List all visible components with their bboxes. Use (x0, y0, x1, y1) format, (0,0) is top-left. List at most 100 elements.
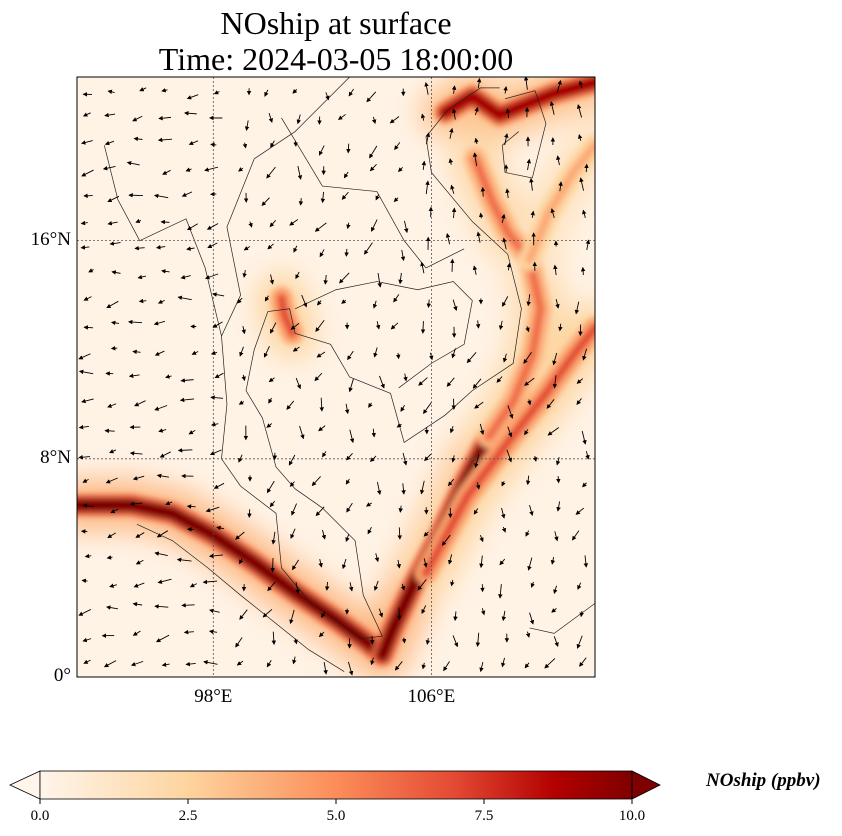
wind-arrow (204, 273, 219, 280)
wind-arrow (449, 127, 454, 139)
wind-arrow (109, 449, 117, 454)
wind-arrow (186, 246, 195, 251)
wind-arrow (290, 528, 296, 539)
wind-arrow (371, 428, 376, 438)
wind-arrow (475, 632, 481, 647)
wind-arrow (579, 611, 584, 618)
wind-arrow (157, 578, 172, 584)
wind-arrow (525, 326, 530, 333)
wind-arrow (204, 166, 219, 172)
wind-arrow (203, 660, 218, 665)
wind-arrow (264, 295, 270, 302)
wind-arrow (111, 270, 121, 275)
wind-arrow (337, 114, 346, 121)
wind-arrow (262, 608, 273, 618)
wind-arrow (577, 134, 583, 141)
map-title-line1: NOship at surface (220, 5, 452, 41)
wind-arrow (403, 373, 408, 382)
wind-arrow (319, 249, 325, 258)
wind-arrow (183, 110, 197, 116)
lon-tick-label: 98°E (194, 686, 233, 707)
wind-arrow (582, 209, 587, 219)
wind-arrow (295, 377, 302, 390)
wind-arrow (165, 374, 172, 379)
wind-arrow (345, 534, 350, 543)
wind-arrow (209, 449, 222, 456)
wind-arrow (157, 137, 173, 143)
wind-arrow (397, 167, 403, 173)
wind-arrow (377, 273, 382, 288)
coastline (281, 117, 465, 269)
wind-arrow (291, 503, 297, 516)
lon-tick-label: 106°E (407, 686, 456, 707)
wind-arrow (78, 353, 91, 360)
wind-arrow (397, 607, 402, 621)
wind-arrow (292, 346, 300, 352)
wind-arrow (154, 350, 165, 356)
wind-arrow (188, 429, 196, 435)
lat-tick-label: 8°N (40, 446, 71, 468)
wind-arrow (576, 378, 584, 384)
wind-arrow (107, 220, 118, 226)
wind-arrow (210, 350, 218, 355)
wind-arrow (400, 405, 405, 412)
wind-arrow (158, 428, 167, 433)
ship-track (77, 498, 390, 663)
wind-arrow (502, 237, 507, 250)
wind-arrow (109, 241, 121, 246)
wind-arrow (295, 582, 300, 595)
wind-arrow (450, 184, 455, 194)
wind-arrow (158, 115, 171, 121)
wind-arrow (376, 481, 382, 496)
wind-arrow (501, 480, 506, 487)
wind-arrow (161, 88, 168, 93)
wind-arrow (179, 397, 195, 403)
wind-arrow (292, 559, 299, 571)
lat-tick-label: 0° (53, 665, 71, 686)
wind-arrow (129, 451, 143, 456)
wind-arrow (235, 531, 245, 540)
wind-arrow (341, 299, 347, 304)
wind-arrow (314, 372, 323, 382)
wind-arrow (154, 405, 168, 411)
wind-arrow (530, 210, 535, 218)
wind-arrow (134, 245, 145, 251)
wind-arrow (532, 455, 538, 462)
wind-arrow (177, 448, 193, 453)
wind-arrow (451, 85, 457, 94)
wind-arrow (347, 661, 354, 676)
wind-arrow (161, 662, 170, 667)
wind-arrow (81, 140, 93, 145)
wind-arrow (292, 656, 297, 665)
wind-arrow (549, 101, 555, 115)
wind-arrow (269, 220, 277, 228)
wind-arrow (78, 424, 89, 430)
wind-arrow (426, 299, 432, 309)
wind-arrow (297, 165, 303, 180)
wind-arrow (81, 169, 94, 177)
colorbar-extend-max (631, 770, 661, 800)
wind-arrow (104, 140, 115, 146)
wind-arrow (241, 326, 246, 335)
wind-arrow (266, 423, 273, 428)
wind-arrow (109, 583, 117, 588)
wind-arrow (576, 104, 583, 118)
wind-arrow (558, 181, 563, 192)
colorbar-tick-label: 2.5 (178, 808, 198, 824)
wind-arrow (584, 163, 589, 173)
wind-arrow (267, 581, 276, 592)
wind-arrow (176, 557, 192, 563)
wind-arrow (188, 140, 199, 146)
wind-arrow (102, 166, 116, 171)
wind-arrow (398, 272, 403, 285)
wind-arrow (130, 660, 144, 667)
wind-arrow (523, 351, 532, 364)
wind-arrow (132, 115, 143, 122)
coastline (136, 523, 345, 672)
wind-arrow (425, 638, 431, 645)
wind-arrow (236, 660, 244, 666)
wind-arrow (446, 377, 455, 387)
wind-arrow (505, 188, 510, 199)
wind-arrow (375, 194, 380, 201)
